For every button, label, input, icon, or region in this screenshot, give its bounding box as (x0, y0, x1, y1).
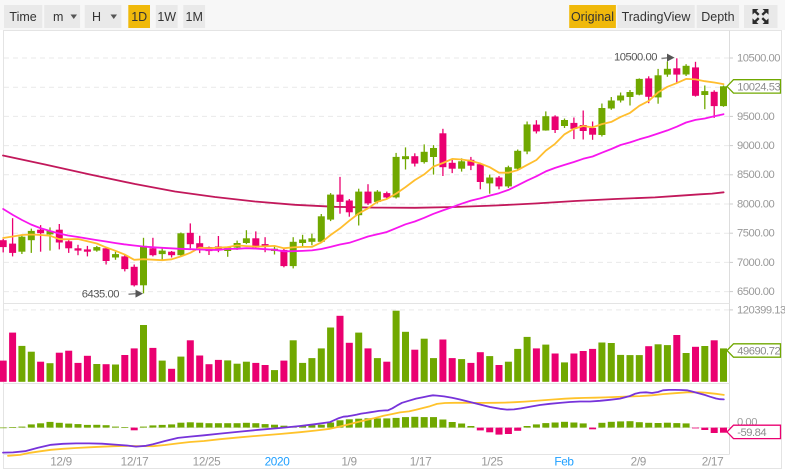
svg-text:Feb: Feb (554, 454, 574, 468)
svg-text:2/9: 2/9 (631, 454, 646, 468)
svg-text:1/25: 1/25 (481, 454, 503, 468)
svg-text:TradingView: TradingView (622, 10, 692, 24)
svg-text:7000.00: 7000.00 (737, 257, 775, 269)
svg-text:120399.13: 120399.13 (737, 304, 785, 316)
svg-text:10500.00: 10500.00 (614, 52, 657, 64)
svg-text:1W: 1W (157, 10, 176, 24)
svg-text:10024.53: 10024.53 (737, 82, 780, 94)
svg-text:1/9: 1/9 (341, 454, 356, 468)
svg-text:10500.00: 10500.00 (737, 52, 780, 64)
svg-text:8000.00: 8000.00 (737, 198, 775, 210)
svg-text:49690.72: 49690.72 (737, 346, 780, 358)
svg-text:-59.84: -59.84 (737, 427, 766, 439)
svg-text:Time: Time (9, 10, 36, 24)
svg-text:12/25: 12/25 (193, 454, 222, 468)
svg-text:Original: Original (571, 10, 614, 24)
svg-text:1M: 1M (186, 10, 203, 24)
svg-text:2/17: 2/17 (702, 454, 724, 468)
svg-text:1D: 1D (131, 10, 147, 24)
svg-text:m: m (53, 10, 63, 24)
svg-text:1/17: 1/17 (410, 454, 432, 468)
svg-text:Depth: Depth (701, 10, 734, 24)
svg-text:8500.00: 8500.00 (737, 169, 775, 181)
svg-text:12/9: 12/9 (50, 454, 72, 468)
svg-text:2020: 2020 (265, 454, 291, 468)
svg-text:6500.00: 6500.00 (737, 286, 775, 298)
svg-text:9500.00: 9500.00 (737, 111, 775, 123)
svg-text:9000.00: 9000.00 (737, 140, 775, 152)
svg-text:7500.00: 7500.00 (737, 228, 775, 240)
svg-text:H: H (92, 10, 101, 24)
svg-text:6435.00: 6435.00 (82, 289, 120, 301)
svg-text:12/17: 12/17 (121, 454, 149, 468)
